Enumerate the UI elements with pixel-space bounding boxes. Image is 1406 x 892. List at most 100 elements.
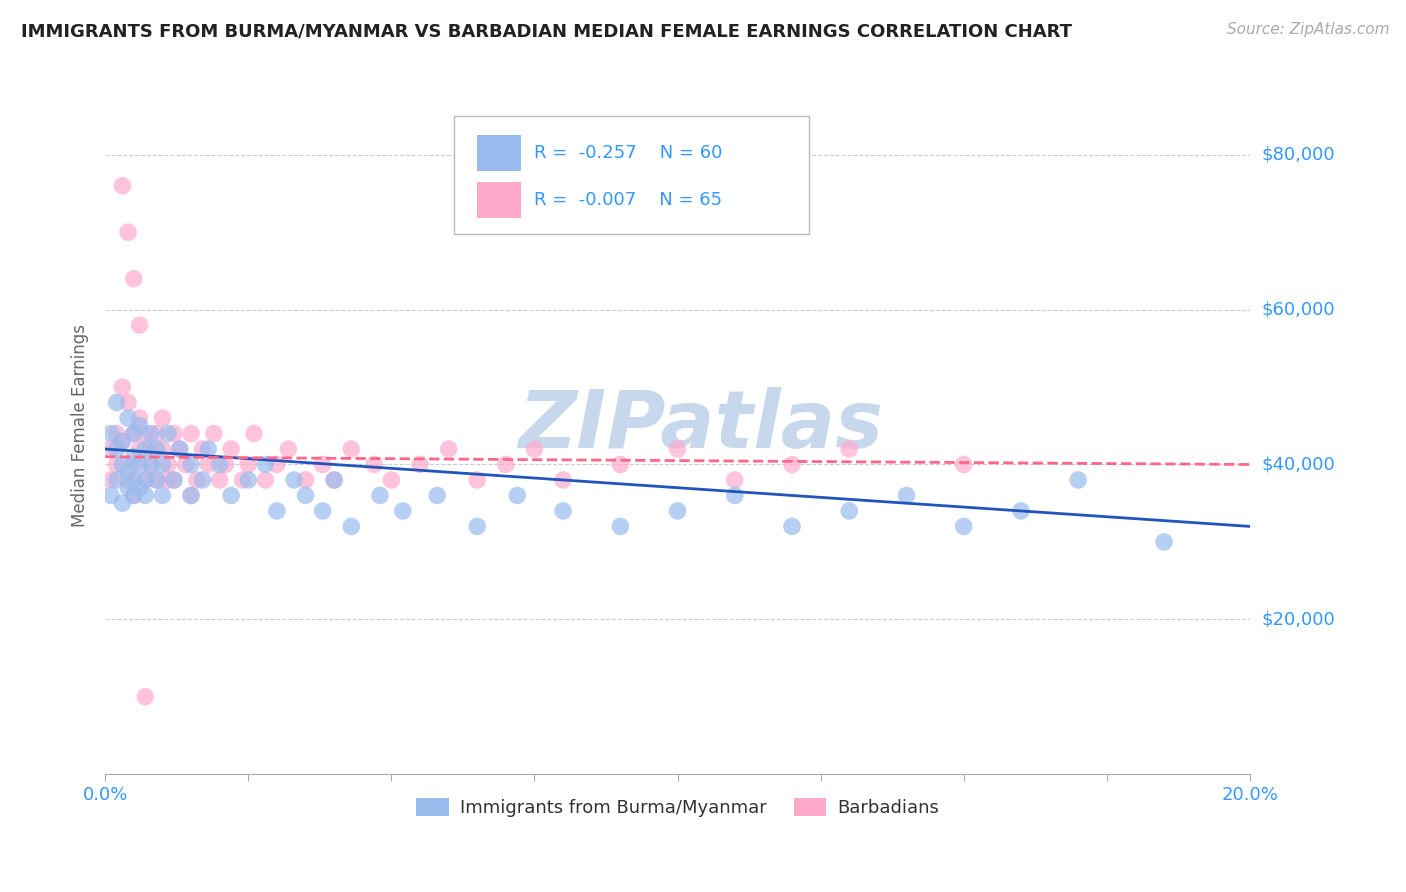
Point bbox=[128, 442, 150, 456]
Point bbox=[380, 473, 402, 487]
Point bbox=[139, 442, 162, 456]
Point bbox=[666, 442, 689, 456]
Point bbox=[266, 504, 288, 518]
Point bbox=[157, 473, 180, 487]
Point bbox=[134, 426, 156, 441]
Point bbox=[551, 504, 574, 518]
Point bbox=[838, 504, 860, 518]
Point bbox=[437, 442, 460, 456]
Point bbox=[157, 426, 180, 441]
Text: $20,000: $20,000 bbox=[1261, 610, 1334, 628]
Point bbox=[666, 504, 689, 518]
Point bbox=[465, 473, 488, 487]
Point bbox=[197, 458, 219, 472]
Text: R =  -0.257    N = 60: R = -0.257 N = 60 bbox=[534, 145, 723, 162]
Point bbox=[426, 488, 449, 502]
Point bbox=[551, 473, 574, 487]
Point bbox=[952, 458, 974, 472]
Point bbox=[117, 225, 139, 239]
Point bbox=[202, 426, 225, 441]
Point bbox=[523, 442, 546, 456]
Point bbox=[169, 442, 191, 456]
Point bbox=[100, 488, 122, 502]
Point bbox=[111, 434, 134, 449]
Point bbox=[254, 473, 277, 487]
Point bbox=[838, 442, 860, 456]
Point bbox=[128, 411, 150, 425]
Point bbox=[283, 473, 305, 487]
Point bbox=[180, 488, 202, 502]
Point bbox=[100, 473, 122, 487]
Point bbox=[134, 488, 156, 502]
Point bbox=[122, 426, 145, 441]
Point bbox=[134, 473, 156, 487]
Point bbox=[392, 504, 415, 518]
Point bbox=[323, 473, 346, 487]
Text: Source: ZipAtlas.com: Source: ZipAtlas.com bbox=[1226, 22, 1389, 37]
Point bbox=[1010, 504, 1032, 518]
Point bbox=[180, 458, 202, 472]
Point bbox=[117, 395, 139, 409]
Point bbox=[139, 458, 162, 472]
Point bbox=[105, 426, 128, 441]
FancyBboxPatch shape bbox=[454, 116, 810, 235]
Point bbox=[117, 411, 139, 425]
Point bbox=[214, 458, 236, 472]
Point bbox=[219, 488, 242, 502]
Point bbox=[145, 426, 167, 441]
Point bbox=[152, 488, 174, 502]
Point bbox=[896, 488, 918, 502]
Point bbox=[609, 458, 631, 472]
Point bbox=[180, 488, 202, 502]
Point bbox=[312, 458, 335, 472]
Text: IMMIGRANTS FROM BURMA/MYANMAR VS BARBADIAN MEDIAN FEMALE EARNINGS CORRELATION CH: IMMIGRANTS FROM BURMA/MYANMAR VS BARBADI… bbox=[21, 22, 1073, 40]
Point bbox=[157, 458, 180, 472]
Text: ZIPatlas: ZIPatlas bbox=[517, 387, 883, 465]
Point bbox=[780, 519, 803, 533]
Point bbox=[152, 442, 174, 456]
Text: R =  -0.007    N = 65: R = -0.007 N = 65 bbox=[534, 191, 723, 209]
Point bbox=[122, 488, 145, 502]
Point bbox=[134, 690, 156, 704]
Point bbox=[105, 442, 128, 456]
Point bbox=[122, 450, 145, 464]
Point bbox=[363, 458, 385, 472]
Point bbox=[128, 481, 150, 495]
Point bbox=[100, 442, 122, 456]
Point bbox=[465, 519, 488, 533]
Point bbox=[219, 442, 242, 456]
Point bbox=[780, 458, 803, 472]
Point bbox=[312, 504, 335, 518]
Point bbox=[1067, 473, 1090, 487]
Point bbox=[128, 458, 150, 472]
Point bbox=[323, 473, 346, 487]
Point bbox=[134, 473, 156, 487]
Point bbox=[609, 519, 631, 533]
Point bbox=[238, 473, 260, 487]
Point bbox=[105, 473, 128, 487]
Legend: Immigrants from Burma/Myanmar, Barbadians: Immigrants from Burma/Myanmar, Barbadian… bbox=[409, 790, 946, 824]
Point bbox=[163, 473, 186, 487]
Point bbox=[191, 473, 214, 487]
Point bbox=[180, 426, 202, 441]
Point bbox=[294, 488, 316, 502]
Point bbox=[506, 488, 529, 502]
Y-axis label: Median Female Earnings: Median Female Earnings bbox=[72, 325, 89, 527]
Point bbox=[111, 434, 134, 449]
Point bbox=[238, 458, 260, 472]
Point bbox=[122, 473, 145, 487]
Point bbox=[191, 442, 214, 456]
Text: $40,000: $40,000 bbox=[1261, 456, 1334, 474]
Point bbox=[340, 519, 363, 533]
Point bbox=[122, 458, 145, 472]
Point bbox=[139, 458, 162, 472]
Point bbox=[277, 442, 299, 456]
Point bbox=[952, 519, 974, 533]
Point bbox=[152, 411, 174, 425]
Point bbox=[111, 496, 134, 510]
Point bbox=[208, 473, 231, 487]
Point bbox=[145, 473, 167, 487]
Point bbox=[169, 442, 191, 456]
Point bbox=[186, 473, 208, 487]
Point bbox=[134, 442, 156, 456]
